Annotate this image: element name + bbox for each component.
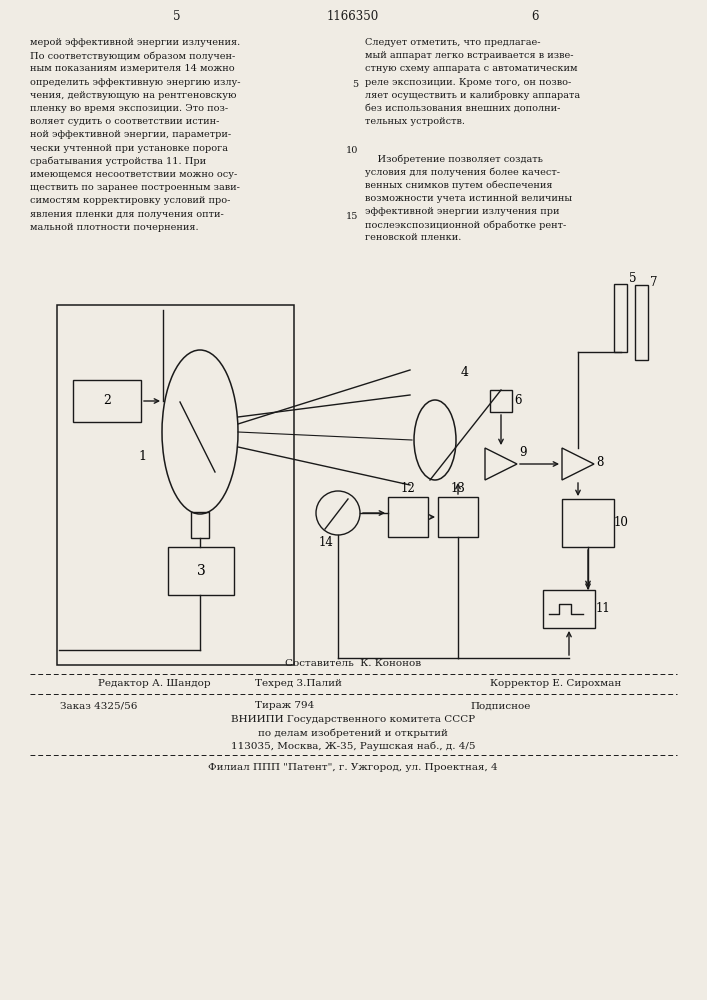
Bar	[562, 499, 614, 547]
Bar	[438, 497, 478, 537]
Text: 14: 14	[319, 536, 334, 548]
Bar	[73, 380, 141, 422]
Text: 1166350: 1166350	[327, 9, 379, 22]
Text: Филиал ППП "Патент", г. Ужгород, ул. Проектная, 4: Филиал ППП "Патент", г. Ужгород, ул. Про…	[208, 764, 498, 772]
Text: мальной плотности почернения.: мальной плотности почернения.	[30, 223, 199, 232]
Text: 3: 3	[197, 564, 205, 578]
Text: мерой эффективной энергии излучения.: мерой эффективной энергии излучения.	[30, 38, 240, 47]
Text: послеэкспозиционной обработке рент-: послеэкспозиционной обработке рент-	[365, 220, 566, 230]
Text: 10: 10	[346, 146, 358, 155]
Text: 11: 11	[595, 602, 610, 615]
Text: без использования внешних дополни-: без использования внешних дополни-	[365, 104, 561, 113]
Text: возможности учета истинной величины: возможности учета истинной величины	[365, 194, 572, 203]
Text: мый аппарат легко встраивается в изве-: мый аппарат легко встраивается в изве-	[365, 51, 573, 60]
Text: реле экспозиции. Кроме того, он позво-: реле экспозиции. Кроме того, он позво-	[365, 78, 571, 87]
Text: Тираж 794: Тираж 794	[255, 702, 314, 710]
Text: 1: 1	[138, 450, 146, 464]
Text: Подписное: Подписное	[470, 702, 530, 710]
Text: по делам изобретений и открытий: по делам изобретений и открытий	[258, 728, 448, 738]
Text: стную схему аппарата с автоматическим: стную схему аппарата с автоматическим	[365, 64, 578, 73]
Text: 10: 10	[614, 516, 629, 530]
Text: ным показаниям измерителя 14 можно: ным показаниям измерителя 14 можно	[30, 64, 235, 73]
Text: ной эффективной энергии, параметри-: ной эффективной энергии, параметри-	[30, 130, 231, 139]
Text: 4: 4	[461, 365, 469, 378]
Text: Заказ 4325/56: Заказ 4325/56	[60, 702, 137, 710]
Text: 5: 5	[629, 272, 637, 286]
Text: определить эффективную энергию излу-: определить эффективную энергию излу-	[30, 78, 240, 87]
Text: 12: 12	[401, 483, 416, 495]
Text: явления пленки для получения опти-: явления пленки для получения опти-	[30, 210, 223, 219]
Text: 5: 5	[352, 80, 358, 89]
Text: симостям корректировку условий про-: симостям корректировку условий про-	[30, 196, 230, 205]
Text: ляет осуществить и калибровку аппарата: ляет осуществить и калибровку аппарата	[365, 91, 580, 100]
Text: чески учтенной при установке порога: чески учтенной при установке порога	[30, 144, 228, 153]
Text: Изобретение позволяет создать: Изобретение позволяет создать	[365, 154, 543, 164]
Text: Составитель  К. Кононов: Составитель К. Кононов	[285, 660, 421, 668]
Text: 113035, Москва, Ж-35, Раушская наб., д. 4/5: 113035, Москва, Ж-35, Раушская наб., д. …	[230, 741, 475, 751]
Text: венных снимков путем обеспечения: венных снимков путем обеспечения	[365, 181, 552, 190]
Text: 6: 6	[531, 9, 539, 22]
Bar	[614, 284, 627, 352]
Bar	[57, 305, 294, 665]
Text: 7: 7	[650, 275, 658, 288]
Bar	[388, 497, 428, 537]
Text: Следует отметить, что предлагае-: Следует отметить, что предлагае-	[365, 38, 540, 47]
Text: Техред 3.Палий: Техред 3.Палий	[255, 680, 342, 688]
Text: 9: 9	[519, 446, 527, 458]
Text: Редактор А. Шандор: Редактор А. Шандор	[98, 680, 211, 688]
Text: По соответствующим образом получен-: По соответствующим образом получен-	[30, 51, 235, 61]
Text: пленку во время экспозиции. Это поз-: пленку во время экспозиции. Это поз-	[30, 104, 228, 113]
Text: имеющемся несоответствии можно осу-: имеющемся несоответствии можно осу-	[30, 170, 238, 179]
Bar	[191, 512, 209, 538]
Text: воляет судить о соответствии истин-: воляет судить о соответствии истин-	[30, 117, 219, 126]
Text: тельных устройств.: тельных устройств.	[365, 117, 465, 126]
Text: эффективной энергии излучения при: эффективной энергии излучения при	[365, 207, 559, 216]
Bar	[168, 547, 234, 595]
Text: ществить по заранее построенным зави-: ществить по заранее построенным зави-	[30, 183, 240, 192]
Text: чения, действующую на рентгеновскую: чения, действующую на рентгеновскую	[30, 91, 237, 100]
Text: 5: 5	[173, 9, 181, 22]
Text: 6: 6	[514, 394, 522, 408]
Bar	[543, 590, 595, 628]
Text: геновской пленки.: геновской пленки.	[365, 233, 462, 242]
Text: 2: 2	[103, 394, 111, 408]
Text: 13: 13	[450, 483, 465, 495]
Bar	[635, 285, 648, 360]
Text: ВНИИПИ Государственного комитета СССР: ВНИИПИ Государственного комитета СССР	[231, 716, 475, 724]
Text: 8: 8	[596, 456, 604, 468]
Bar	[490, 390, 512, 412]
Text: Корректор Е. Сирохман: Корректор Е. Сирохман	[490, 680, 621, 688]
Text: 15: 15	[346, 212, 358, 221]
Text: срабатывания устройства 11. При: срабатывания устройства 11. При	[30, 157, 206, 166]
Text: условия для получения более качест-: условия для получения более качест-	[365, 167, 560, 177]
